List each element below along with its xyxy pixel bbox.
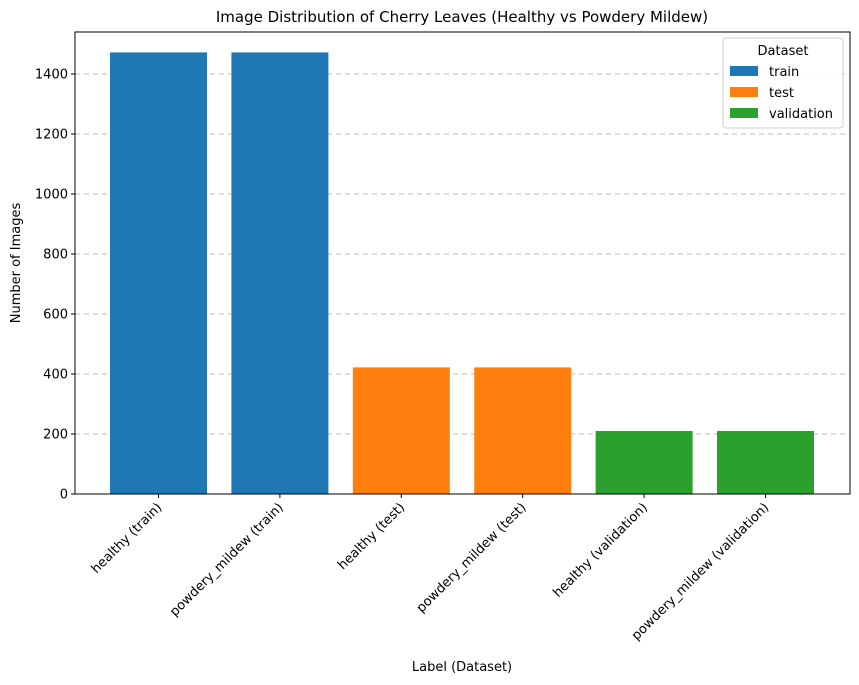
legend-entries: train test validation — [730, 65, 833, 122]
bar-3 — [474, 367, 572, 494]
y-tick-label-0: 0 — [60, 488, 68, 503]
bars — [110, 52, 814, 495]
y-tick-label-1: 200 — [43, 428, 68, 443]
chart-title: Image Distribution of Cherry Leaves (Hea… — [216, 8, 708, 26]
legend: Dataset train test validation — [722, 37, 844, 129]
bar-0 — [110, 52, 207, 495]
x-axis-label: Label (Dataset) — [412, 660, 512, 675]
x-tick-label-1: powdery_mildew (train) — [167, 500, 286, 619]
x-tick-label-0: healthy (train) — [89, 500, 166, 577]
y-axis-ticks: 0 200 400 600 800 1000 1200 1400 — [35, 68, 75, 503]
bar-2 — [352, 367, 450, 494]
x-tick-label-2: healthy (test) — [335, 500, 408, 573]
y-tick-label-2: 400 — [43, 368, 68, 383]
y-axis-label: Number of Images — [9, 203, 24, 324]
y-tick-label-7: 1400 — [35, 68, 68, 83]
y-tick-label-4: 800 — [43, 248, 68, 263]
bar-5 — [717, 431, 814, 494]
x-tick-label-4: healthy (validation) — [550, 500, 650, 600]
legend-swatch-validation — [730, 108, 758, 118]
legend-box — [722, 37, 844, 129]
bar-4 — [595, 431, 693, 494]
legend-label-validation: validation — [769, 107, 833, 122]
legend-label-test: test — [769, 86, 794, 101]
legend-label-train: train — [769, 65, 799, 80]
legend-swatch-test — [730, 87, 758, 97]
legend-swatch-train — [730, 66, 758, 76]
x-axis-ticks: healthy (train) powdery_mildew (train) hea… — [89, 494, 772, 644]
y-tick-label-6: 1200 — [35, 128, 68, 143]
y-tick-label-3: 600 — [43, 308, 68, 323]
legend-title: Dataset — [758, 44, 809, 59]
plot-frame — [74, 31, 851, 495]
x-tick-label-3: powdery_mildew (test) — [414, 500, 530, 616]
bar-1 — [231, 52, 329, 495]
y-tick-label-5: 1000 — [35, 188, 68, 203]
x-tick-label-5: powdery_mildew (validation) — [629, 500, 772, 643]
